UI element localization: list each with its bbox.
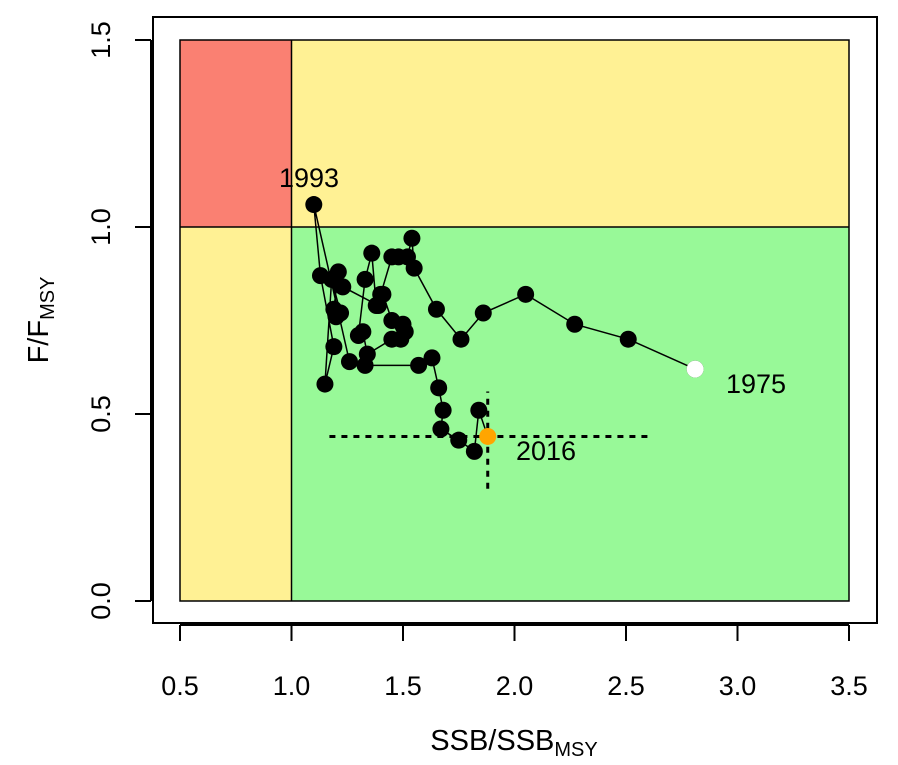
data-point	[434, 401, 452, 419]
zone-border	[179, 39, 850, 602]
x-tick-label: 0.5	[161, 671, 199, 701]
y-axis-title-main: F/F	[23, 320, 55, 364]
zone-layer	[179, 39, 850, 602]
x-tick-label: 1.0	[273, 671, 311, 701]
y-tick-label: 0.5	[86, 395, 116, 433]
reference-lines	[180, 40, 849, 601]
data-point-end	[479, 427, 497, 445]
x-tick-label: 2.0	[496, 671, 534, 701]
y-tick-label: 0.0	[86, 582, 116, 620]
data-point	[452, 330, 470, 348]
data-point	[423, 349, 441, 367]
x-tick-label: 3.0	[719, 671, 757, 701]
data-point	[311, 267, 329, 285]
data-point	[619, 330, 637, 348]
data-point	[517, 285, 535, 303]
data-point	[363, 244, 381, 262]
data-point	[354, 323, 372, 341]
zone-overfished-overfishing	[180, 40, 292, 227]
x-axis-title: SSB/SSBMSY	[430, 725, 597, 761]
data-point	[470, 401, 488, 419]
zone-healthy	[291, 227, 849, 601]
annotation-2016: 2016	[516, 436, 576, 466]
annotation-1975: 1975	[726, 369, 786, 399]
data-point	[474, 304, 492, 322]
data-point	[305, 196, 323, 214]
data-point	[427, 300, 445, 318]
y-tick-label: 1.5	[86, 21, 116, 59]
annotation-1993: 1993	[279, 163, 339, 193]
data-point	[383, 248, 401, 266]
y-axis: 0.0 0.5 1.0 1.5	[86, 21, 152, 620]
data-point	[430, 379, 448, 397]
x-axis-title-main: SSB/SSB	[430, 725, 554, 757]
data-point	[465, 442, 483, 460]
data-point	[369, 297, 387, 315]
data-point	[410, 356, 428, 374]
data-point	[432, 420, 450, 438]
data-point	[325, 338, 343, 356]
data-point	[566, 315, 584, 333]
data-point	[316, 375, 334, 393]
data-point	[450, 431, 468, 449]
zone-overfished	[180, 227, 292, 601]
x-tick-label: 2.5	[607, 671, 645, 701]
data-point	[383, 312, 401, 329]
y-axis-title: F/FMSY	[23, 277, 59, 364]
x-tick-label: 1.5	[384, 671, 422, 701]
y-axis-title-sub: MSY	[37, 277, 59, 320]
trajectory	[305, 196, 704, 460]
x-tick-label: 3.5	[830, 671, 868, 701]
y-tick-label: 1.0	[86, 208, 116, 246]
zone-overfishing	[291, 40, 849, 227]
data-point	[356, 270, 374, 288]
data-point-start	[686, 360, 704, 378]
x-axis-title-sub: MSY	[554, 739, 597, 761]
data-point	[340, 353, 358, 371]
plot-box	[152, 16, 878, 624]
data-point	[356, 356, 374, 374]
data-point	[403, 229, 421, 247]
data-point	[332, 304, 350, 322]
x-axis: 0.5 1.0 1.5 2.0 2.5 3.0 3.5	[161, 624, 868, 701]
data-point	[392, 330, 410, 348]
